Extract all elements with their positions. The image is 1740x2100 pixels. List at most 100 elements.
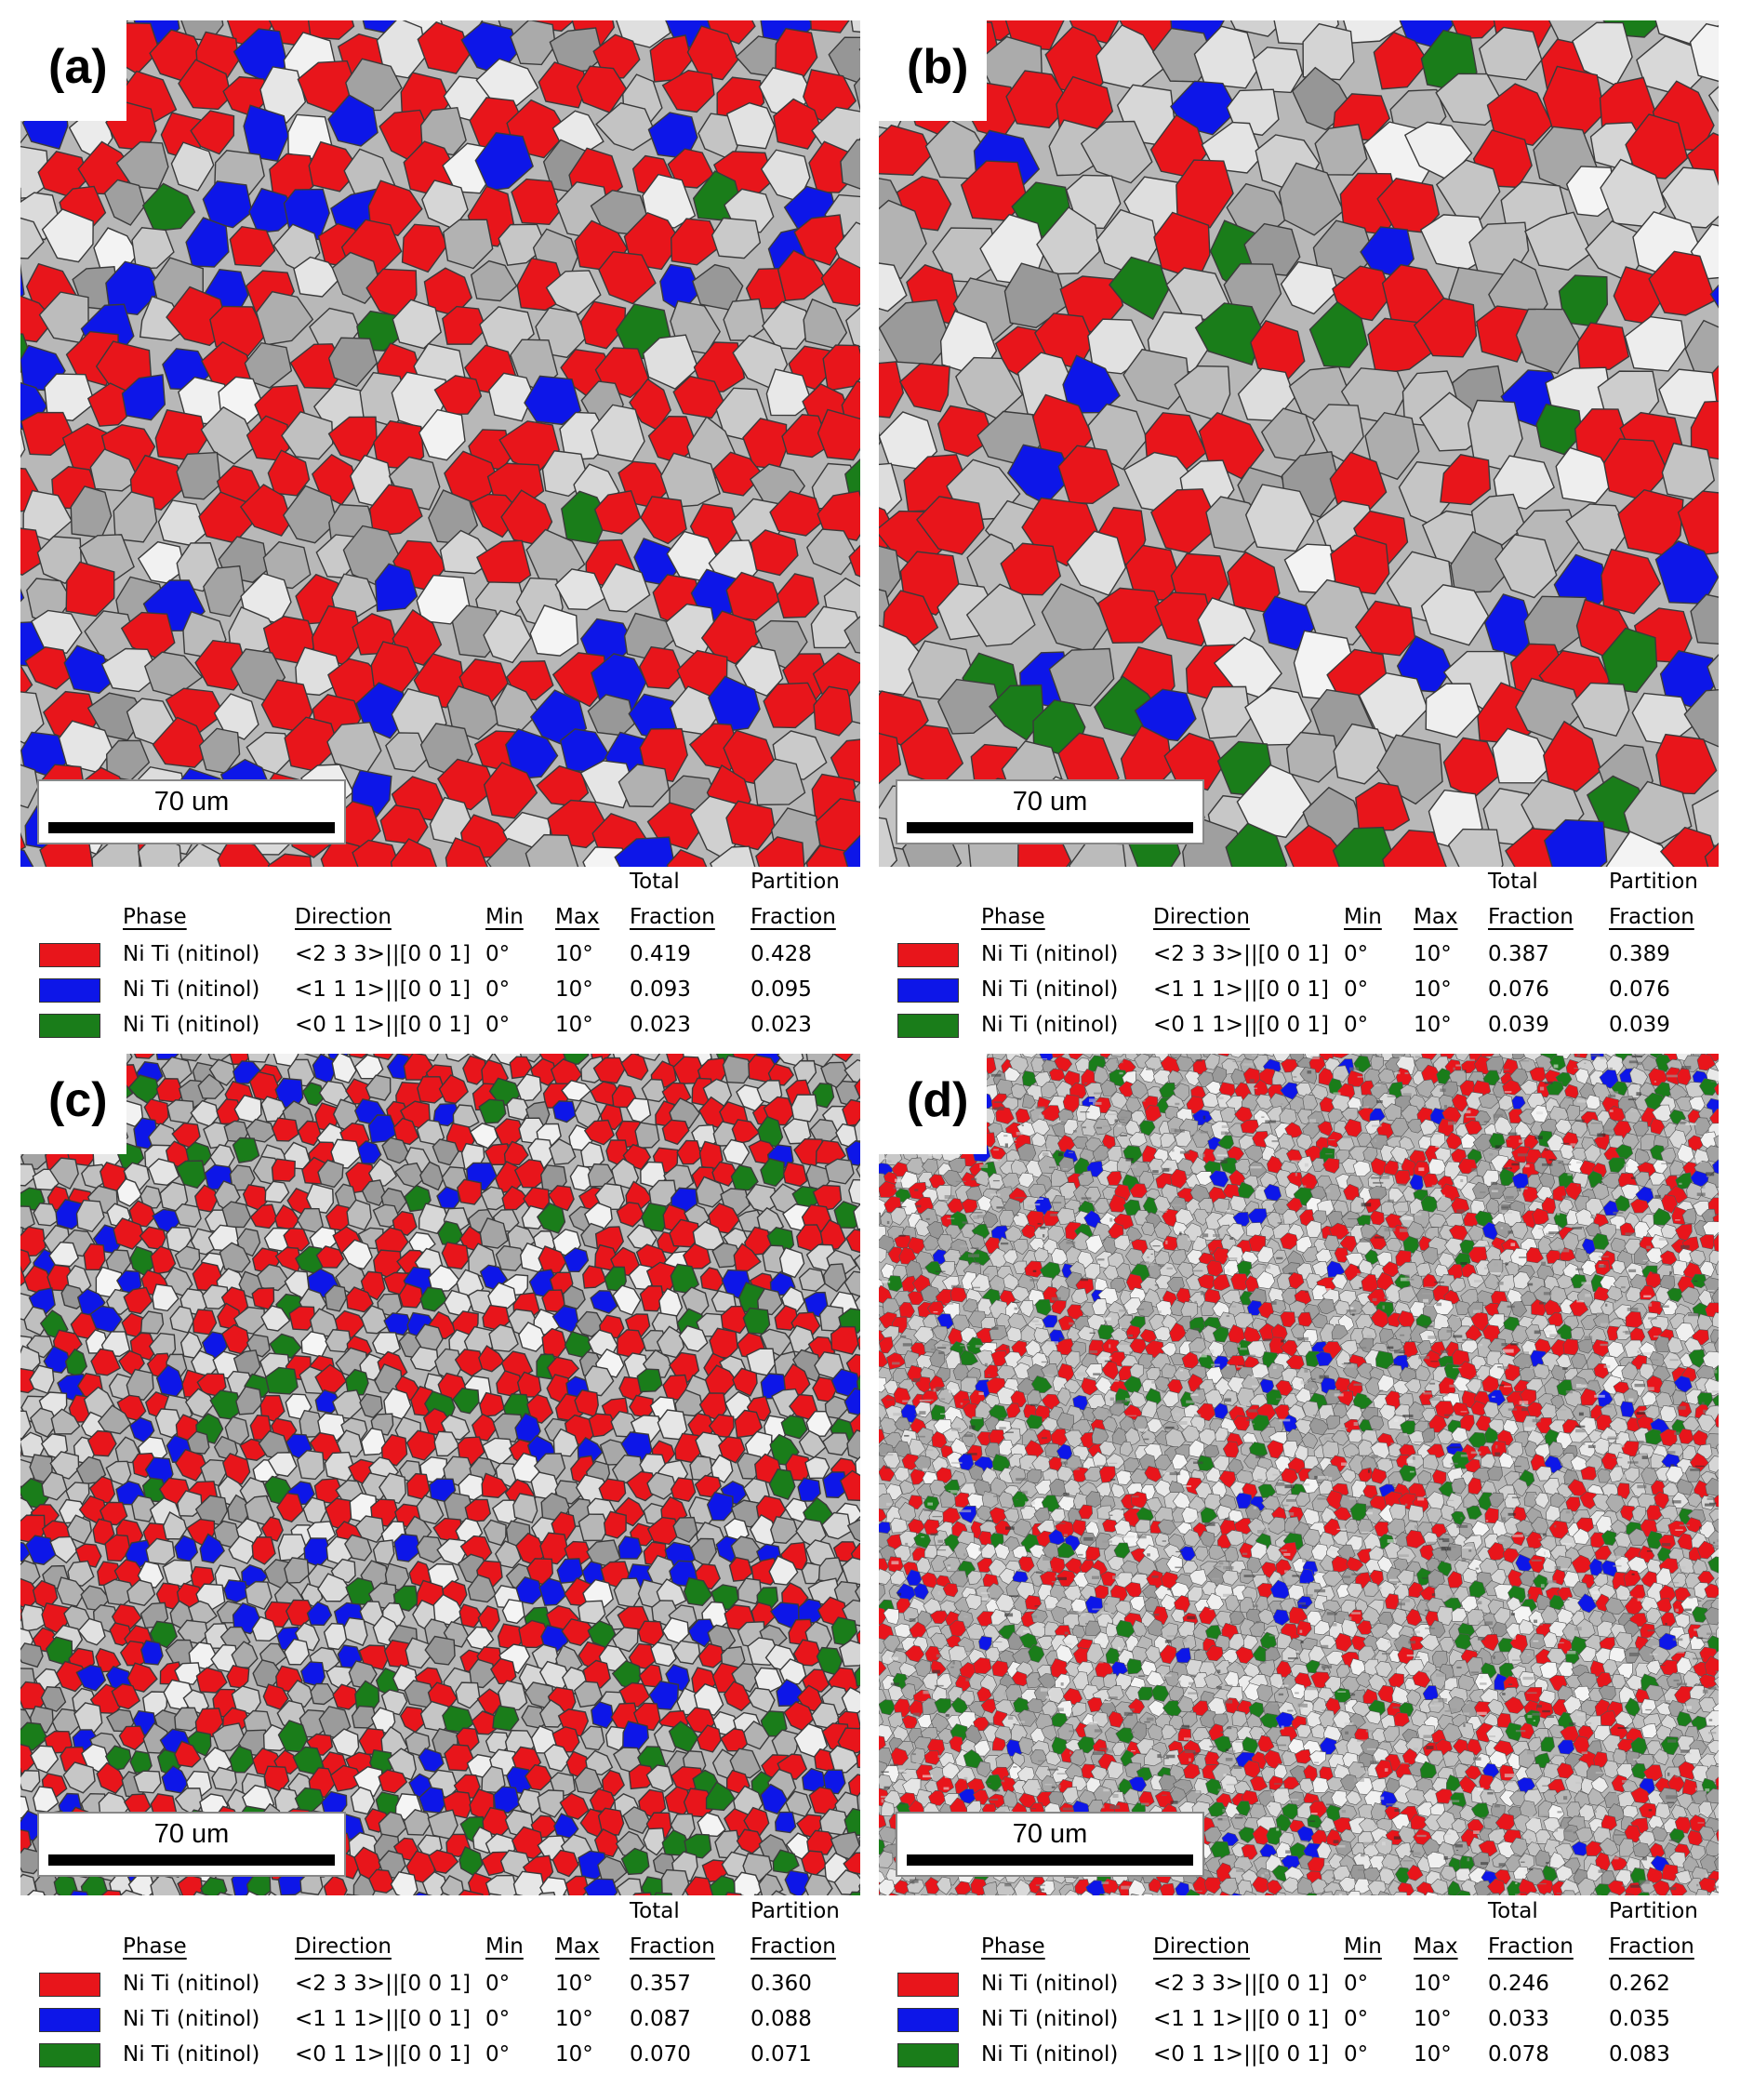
ebsd-map-d: [879, 1054, 1719, 1895]
legend-direction: <1 1 1>||[0 0 1]: [1153, 2007, 1330, 2031]
legend-phase: Ni Ti (nitinol): [123, 1972, 260, 1996]
legend-direction: <0 1 1>||[0 0 1]: [295, 1013, 472, 1037]
header-phase: Phase: [981, 905, 1045, 929]
color-swatch: [39, 978, 100, 1003]
legend-partition: 0.360: [750, 1972, 812, 1996]
header-total-fraction: Fraction: [630, 1934, 715, 1959]
legend-total: 0.078: [1488, 2042, 1549, 2067]
header-partition-top: Partition: [750, 870, 840, 894]
legend-phase: Ni Ti (nitinol): [981, 2042, 1119, 2067]
header-direction: Direction: [295, 1934, 392, 1959]
header-partition-fraction: Fraction: [1609, 1934, 1694, 1959]
scale-bar-d: 70 um: [896, 1812, 1204, 1877]
ebsd-map-b: [879, 20, 1719, 867]
legend-max: 10°: [555, 942, 593, 966]
header-total-fraction: Fraction: [1488, 1934, 1574, 1959]
legend-phase: Ni Ti (nitinol): [981, 1013, 1119, 1037]
header-max: Max: [555, 1934, 600, 1959]
legend-direction: <1 1 1>||[0 0 1]: [295, 2007, 472, 2031]
legend-partition: 0.071: [750, 2042, 812, 2067]
legend-min: 0°: [485, 1972, 511, 1996]
header-partition-fraction: Fraction: [750, 1934, 836, 1959]
legend-partition: 0.088: [750, 2007, 812, 2031]
legend-direction: <1 1 1>||[0 0 1]: [295, 977, 472, 1002]
legend-direction: <2 3 3>||[0 0 1]: [295, 942, 472, 966]
header-total-top: Total: [1488, 870, 1538, 894]
grain-map-b: [879, 20, 1719, 867]
scale-bar-text-b: 70 um: [1012, 787, 1088, 817]
color-swatch: [39, 943, 100, 967]
legend-partition: 0.389: [1609, 942, 1670, 966]
legend-max: 10°: [555, 1013, 593, 1037]
legend-phase: Ni Ti (nitinol): [123, 2007, 260, 2031]
legend-max: 10°: [1414, 1972, 1452, 1996]
legend-direction: <2 3 3>||[0 0 1]: [1153, 1972, 1330, 1996]
color-swatch: [39, 1973, 100, 1997]
grain-map-a: [20, 20, 860, 867]
color-swatch: [897, 1014, 959, 1038]
header-total-top: Total: [1488, 1899, 1538, 1923]
color-swatch: [39, 2043, 100, 2067]
header-partition-top: Partition: [1609, 870, 1698, 894]
header-total-fraction: Fraction: [1488, 905, 1574, 929]
legend-partition: 0.039: [1609, 1013, 1670, 1037]
legend-direction: <2 3 3>||[0 0 1]: [1153, 942, 1330, 966]
legend-row: Ni Ti (nitinol) <2 3 3>||[0 0 1] 0° 10° 0.35…: [39, 1970, 857, 1998]
header-phase: Phase: [123, 905, 187, 929]
legend-c: Total Partition Phase Direction Min Max Fracti…: [39, 1899, 857, 2076]
legend-min: 0°: [485, 2007, 511, 2031]
panel-label-b: (b): [879, 20, 988, 121]
legend-min: 0°: [1344, 942, 1369, 966]
legend-row: Ni Ti (nitinol) <1 1 1>||[0 0 1] 0° 10° 0.03…: [897, 2005, 1716, 2033]
legend-min: 0°: [485, 977, 511, 1002]
header-total-fraction: Fraction: [630, 905, 715, 929]
header-total-top: Total: [630, 1899, 680, 1923]
color-swatch: [39, 1014, 100, 1038]
legend-partition: 0.076: [1609, 977, 1670, 1002]
header-partition-fraction: Fraction: [750, 905, 836, 929]
legend-direction: <0 1 1>||[0 0 1]: [295, 2042, 472, 2067]
header-total-top: Total: [630, 870, 680, 894]
header-max: Max: [1414, 905, 1458, 929]
header-direction: Direction: [1153, 905, 1250, 929]
legend-total: 0.419: [630, 942, 691, 966]
legend-total: 0.070: [630, 2042, 691, 2067]
legend-max: 10°: [555, 977, 593, 1002]
color-swatch: [897, 2043, 959, 2067]
legend-row: Ni Ti (nitinol) <0 1 1>||[0 0 1] 0° 10° 0.07…: [39, 2040, 857, 2068]
scale-bar-text-d: 70 um: [1012, 1819, 1088, 1849]
legend-total: 0.087: [630, 2007, 691, 2031]
legend-total: 0.039: [1488, 1013, 1549, 1037]
legend-partition: 0.083: [1609, 2042, 1670, 2067]
legend-phase: Ni Ti (nitinol): [123, 2042, 260, 2067]
scale-bar-a: 70 um: [37, 779, 346, 844]
legend-min: 0°: [485, 1013, 511, 1037]
color-swatch: [897, 2008, 959, 2032]
grain-map-d: [879, 1054, 1719, 1895]
scale-bar-text-c: 70 um: [153, 1819, 230, 1849]
header-max: Max: [555, 905, 600, 929]
scale-bar-line-b: [907, 822, 1193, 833]
color-swatch: [897, 978, 959, 1003]
legend-direction: <0 1 1>||[0 0 1]: [1153, 1013, 1330, 1037]
header-direction: Direction: [295, 905, 392, 929]
legend-max: 10°: [1414, 942, 1452, 966]
legend-partition: 0.035: [1609, 2007, 1670, 2031]
color-swatch: [897, 1973, 959, 1997]
legend-total: 0.246: [1488, 1972, 1549, 1996]
legend-direction: <2 3 3>||[0 0 1]: [295, 1972, 472, 1996]
legend-min: 0°: [1344, 2042, 1369, 2067]
scale-bar-text-a: 70 um: [153, 787, 230, 817]
header-partition-fraction: Fraction: [1609, 905, 1694, 929]
header-phase: Phase: [123, 1934, 187, 1959]
panel-label-d: (d): [879, 1054, 988, 1154]
legend-partition: 0.095: [750, 977, 812, 1002]
legend-max: 10°: [1414, 2042, 1452, 2067]
legend-max: 10°: [1414, 2007, 1452, 2031]
header-min: Min: [485, 1934, 524, 1959]
legend-partition: 0.262: [1609, 1972, 1670, 1996]
header-min: Min: [485, 905, 524, 929]
legend-partition: 0.428: [750, 942, 812, 966]
legend-direction: <0 1 1>||[0 0 1]: [1153, 2042, 1330, 2067]
legend-phase: Ni Ti (nitinol): [981, 2007, 1119, 2031]
